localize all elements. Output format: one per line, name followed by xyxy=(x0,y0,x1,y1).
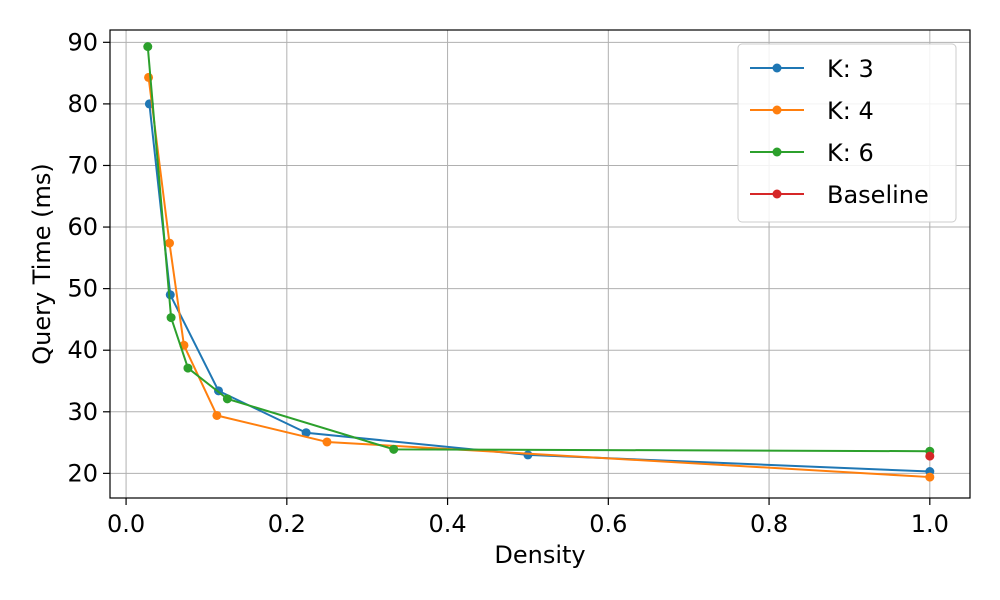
x-tick-label: 0.8 xyxy=(750,510,788,538)
data-point-baseline xyxy=(925,451,935,461)
x-tick-label: 0.4 xyxy=(428,510,466,538)
series-line-k-4 xyxy=(147,77,930,479)
data-point-k-4 xyxy=(164,238,174,248)
data-point-k-4 xyxy=(212,410,222,420)
legend-label-k-4: K: 4 xyxy=(827,97,874,125)
y-tick-label: 80 xyxy=(67,90,98,118)
legend-marker-k-6 xyxy=(772,147,782,157)
y-axis-title: Query Time (ms) xyxy=(28,163,56,365)
ticks: 0.0 0.2 0.4 0.6 0.8 1.0 20 30 40 50 60 70 80 90 xyxy=(67,28,948,538)
legend-box xyxy=(737,43,957,223)
data-point-k-6 xyxy=(166,313,176,323)
data-point-k-6 xyxy=(183,363,193,373)
legend-marker-k-3 xyxy=(772,63,782,73)
legend-label-k-6: K: 6 xyxy=(827,139,874,167)
x-tick-label: 0.6 xyxy=(589,510,627,538)
series-line-k-6 xyxy=(146,46,930,453)
legend: K: 3 K: 4 K: 6 Baseline xyxy=(737,43,957,223)
series-layer xyxy=(143,42,935,482)
data-point-k-4 xyxy=(322,437,332,447)
data-point-k-6 xyxy=(143,42,153,52)
legend-label-k-3: K: 3 xyxy=(827,55,874,83)
data-point-k-3 xyxy=(523,450,533,460)
data-point-k-6 xyxy=(222,394,232,404)
plot-frame xyxy=(109,29,971,499)
grid xyxy=(110,30,970,498)
legend-marker-baseline xyxy=(772,189,782,199)
y-tick-label: 60 xyxy=(67,213,98,241)
legend-marker-k-4 xyxy=(772,105,782,115)
data-point-k-4 xyxy=(925,472,935,482)
series-baseline xyxy=(925,451,935,461)
x-tick-label: 0.2 xyxy=(268,510,306,538)
legend-label-baseline: Baseline xyxy=(827,181,929,209)
y-tick-label: 40 xyxy=(67,336,98,364)
x-tick-label: 1.0 xyxy=(911,510,949,538)
y-tick-label: 30 xyxy=(67,398,98,426)
x-tick-label: 0.0 xyxy=(107,510,145,538)
y-tick-label: 20 xyxy=(67,459,98,487)
data-point-k-6 xyxy=(389,444,399,454)
data-point-k-3 xyxy=(301,428,311,438)
y-tick-label: 90 xyxy=(67,28,98,56)
y-tick-label: 50 xyxy=(67,275,98,303)
x-axis-title: Density xyxy=(494,541,585,569)
y-tick-label: 70 xyxy=(67,151,98,179)
data-point-k-4 xyxy=(144,72,154,82)
